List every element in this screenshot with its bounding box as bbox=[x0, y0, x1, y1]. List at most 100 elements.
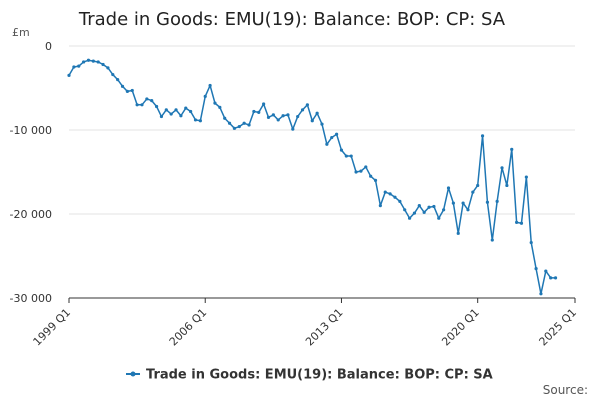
data-point bbox=[262, 102, 266, 106]
data-point bbox=[442, 208, 446, 212]
data-point bbox=[179, 114, 183, 118]
data-point bbox=[232, 126, 237, 130]
data-point bbox=[218, 105, 222, 109]
data-point bbox=[271, 113, 275, 117]
data-point bbox=[544, 269, 548, 273]
data-point bbox=[529, 240, 533, 245]
data-point bbox=[427, 205, 431, 209]
x-tick-label: 2025 Q1 bbox=[537, 306, 580, 349]
y-tick-label: -30 000 bbox=[10, 292, 52, 305]
data-point bbox=[378, 204, 382, 208]
data-point bbox=[373, 178, 378, 182]
series-line bbox=[68, 59, 556, 295]
data-point bbox=[432, 204, 436, 209]
data-point bbox=[125, 89, 129, 93]
data-point bbox=[451, 201, 455, 205]
data-point bbox=[403, 208, 407, 212]
data-point bbox=[330, 135, 334, 140]
data-point bbox=[437, 216, 441, 220]
x-tick-label: 2006 Q1 bbox=[167, 306, 210, 349]
legend: Trade in Goods: EMU(19): Balance: BOP: C… bbox=[126, 368, 493, 383]
data-point bbox=[524, 175, 528, 179]
data-point bbox=[305, 103, 309, 107]
data-point bbox=[286, 113, 290, 117]
data-point bbox=[505, 183, 509, 188]
x-axis-ticks: 1999 Q1 2006 Q1 2013 Q1 2020 Q1 2025 Q1 bbox=[31, 298, 580, 349]
data-point bbox=[111, 72, 115, 77]
data-point bbox=[339, 148, 344, 152]
data-point bbox=[461, 201, 465, 205]
data-point bbox=[354, 170, 358, 174]
data-point bbox=[534, 267, 538, 271]
data-point bbox=[120, 84, 125, 88]
data-point bbox=[446, 186, 451, 190]
data-point bbox=[154, 104, 159, 109]
data-point bbox=[247, 123, 251, 127]
data-point bbox=[169, 112, 173, 116]
data-point bbox=[291, 127, 295, 131]
data-point bbox=[519, 221, 524, 225]
data-point bbox=[130, 88, 134, 93]
data-point bbox=[480, 134, 485, 138]
data-point bbox=[398, 199, 402, 203]
data-point bbox=[86, 58, 91, 62]
data-point bbox=[150, 99, 154, 103]
data-point bbox=[300, 108, 305, 112]
data-point bbox=[77, 64, 81, 68]
data-point bbox=[106, 66, 110, 70]
data-point bbox=[510, 147, 514, 151]
data-point bbox=[388, 192, 392, 196]
data-point bbox=[320, 122, 324, 126]
data-point bbox=[364, 165, 368, 169]
data-point bbox=[266, 115, 271, 119]
data-point bbox=[383, 190, 387, 194]
data-point bbox=[223, 116, 227, 120]
data-point bbox=[82, 60, 86, 64]
data-point bbox=[184, 106, 188, 110]
data-point bbox=[242, 121, 246, 125]
data-point bbox=[407, 216, 412, 220]
data-point bbox=[456, 231, 460, 235]
data-point bbox=[310, 119, 314, 123]
y-unit-label: £m bbox=[12, 26, 30, 39]
data-point bbox=[213, 101, 217, 105]
data-point bbox=[417, 204, 421, 208]
data-point bbox=[344, 154, 348, 158]
data-point bbox=[495, 199, 499, 203]
data-point bbox=[500, 166, 504, 170]
data-point bbox=[335, 132, 339, 136]
data-point bbox=[174, 108, 178, 112]
x-tick-label: 2020 Q1 bbox=[439, 306, 482, 349]
data-point bbox=[159, 114, 164, 119]
data-point bbox=[276, 118, 280, 122]
legend-label: Trade in Goods: EMU(19): Balance: BOP: C… bbox=[146, 368, 493, 383]
data-point bbox=[227, 121, 232, 125]
data-point bbox=[325, 142, 329, 146]
data-point bbox=[359, 169, 363, 173]
data-point bbox=[135, 103, 139, 107]
data-point bbox=[539, 292, 543, 296]
data-point bbox=[471, 190, 475, 194]
data-point bbox=[101, 62, 105, 67]
data-point bbox=[145, 97, 149, 101]
y-tick-label: -20 000 bbox=[10, 208, 52, 221]
data-point bbox=[91, 59, 95, 63]
data-point bbox=[96, 60, 100, 64]
data-point bbox=[476, 183, 480, 188]
data-point bbox=[193, 118, 198, 122]
data-point bbox=[490, 238, 494, 242]
chart-title: Trade in Goods: EMU(19): Balance: BOP: C… bbox=[78, 9, 506, 30]
data-point bbox=[72, 65, 76, 69]
data-point bbox=[485, 200, 490, 204]
data-point bbox=[422, 210, 426, 214]
data-point bbox=[349, 154, 353, 158]
data-point bbox=[549, 276, 553, 280]
data-point bbox=[203, 94, 207, 98]
y-tick-label: -10 000 bbox=[10, 124, 52, 137]
data-point bbox=[67, 73, 71, 77]
data-point bbox=[553, 276, 558, 280]
data-point bbox=[515, 220, 519, 224]
series-group bbox=[67, 58, 558, 296]
x-tick-label: 1999 Q1 bbox=[31, 306, 74, 349]
